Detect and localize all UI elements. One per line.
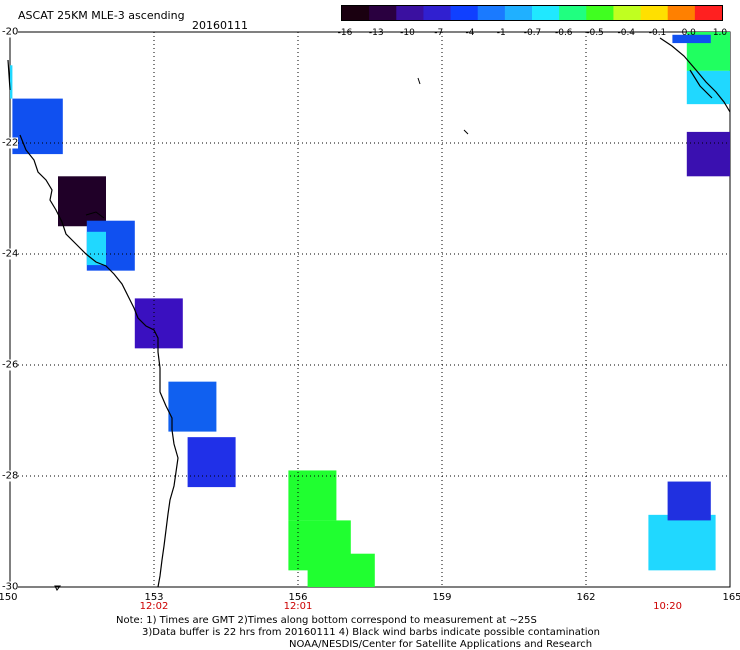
map-date: 20160111 [192, 19, 248, 32]
lat-label: -26 [2, 359, 19, 371]
lat-label: -24 [2, 248, 19, 260]
wind-swath-1 [12, 98, 63, 155]
colorbar-label: 1.0 [712, 28, 728, 38]
colorbar-swatch [613, 6, 642, 20]
time-label: 12:02 [139, 601, 169, 612]
lat-label: -20 [2, 26, 19, 38]
lat-label: -30 [2, 581, 19, 593]
colorbar-label: -0.7 [523, 28, 542, 38]
lat-label: -28 [2, 470, 19, 482]
islet-1 [417, 77, 421, 85]
new-caledonia-coastline [659, 37, 731, 113]
lon-label: 162 [576, 592, 596, 603]
colorbar-label: -7 [434, 28, 444, 38]
colorbar-label: -0.1 [648, 28, 667, 38]
colorbar-label: 0.0 [681, 28, 696, 38]
map-title: ASCAT 25KM MLE-3 ascending [18, 9, 185, 22]
colorbar-label: -13 [368, 28, 384, 38]
australia-coastline [7, 59, 179, 588]
wind-swath-7 [187, 437, 236, 488]
wind-swath-layer [10, 32, 730, 587]
lon-label: 156 [288, 592, 308, 603]
colorbar-swatch [450, 6, 479, 20]
colorbar-label: -10 [400, 28, 415, 38]
colorbar-swatch [667, 6, 696, 20]
colorbar-swatch [504, 6, 533, 20]
colorbar-label: -16 [337, 28, 353, 38]
colorbar-label: -0.4 [617, 28, 636, 38]
time-label: 12:01 [283, 601, 313, 612]
lon-label: 150 [0, 592, 18, 603]
grid-layer [10, 32, 730, 587]
note-line-2: 3)Data buffer is 22 hrs from 20160111 4)… [142, 627, 600, 638]
wind-swath-0 [10, 65, 13, 99]
colorbar-swatch [586, 6, 614, 20]
colorbar [341, 5, 723, 21]
wind-swath-15 [648, 514, 716, 571]
wind-swath-10 [307, 553, 375, 587]
wind-swath-6 [168, 381, 217, 432]
colorbar-swatch [694, 6, 723, 20]
islet-3 [54, 585, 61, 591]
wind-swath-2 [58, 176, 106, 227]
colorbar-label: -1 [496, 28, 506, 38]
wind-swath-16 [667, 481, 711, 521]
colorbar-swatch [640, 6, 669, 20]
colorbar-label: -0.5 [586, 28, 604, 38]
note-line-3: NOAA/NESDIS/Center for Satellite Applica… [289, 639, 593, 650]
wind-swath-4 [86, 231, 106, 266]
colorbar-swatch [423, 6, 452, 20]
wind-swath-5 [134, 298, 183, 349]
colorbar-swatch [532, 6, 560, 20]
island-coastline [85, 211, 105, 219]
lon-label: 159 [432, 592, 452, 603]
colorbar-swatch [559, 6, 587, 20]
note-line-1: Note: 1) Times are GMT 2)Times along bot… [116, 615, 537, 626]
lon-label: 153 [144, 592, 164, 603]
colorbar-swatch [396, 6, 424, 20]
time-label: 10:20 [653, 601, 683, 612]
wind-swath-8 [288, 470, 337, 521]
colorbar-swatch [342, 6, 370, 20]
colorbar-frame [341, 5, 723, 21]
lat-label: -22 [2, 137, 19, 149]
map-frame [9, 31, 731, 588]
wind-swath-12 [672, 34, 711, 44]
colorbar-swatch [477, 6, 506, 20]
colorbar-label: -4 [465, 28, 475, 38]
wind-swath-14 [686, 131, 730, 177]
lon-label: 165 [722, 592, 740, 603]
colorbar-swatch [369, 6, 397, 20]
islet-2 [463, 129, 469, 135]
colorbar-label: -0.6 [554, 28, 573, 38]
